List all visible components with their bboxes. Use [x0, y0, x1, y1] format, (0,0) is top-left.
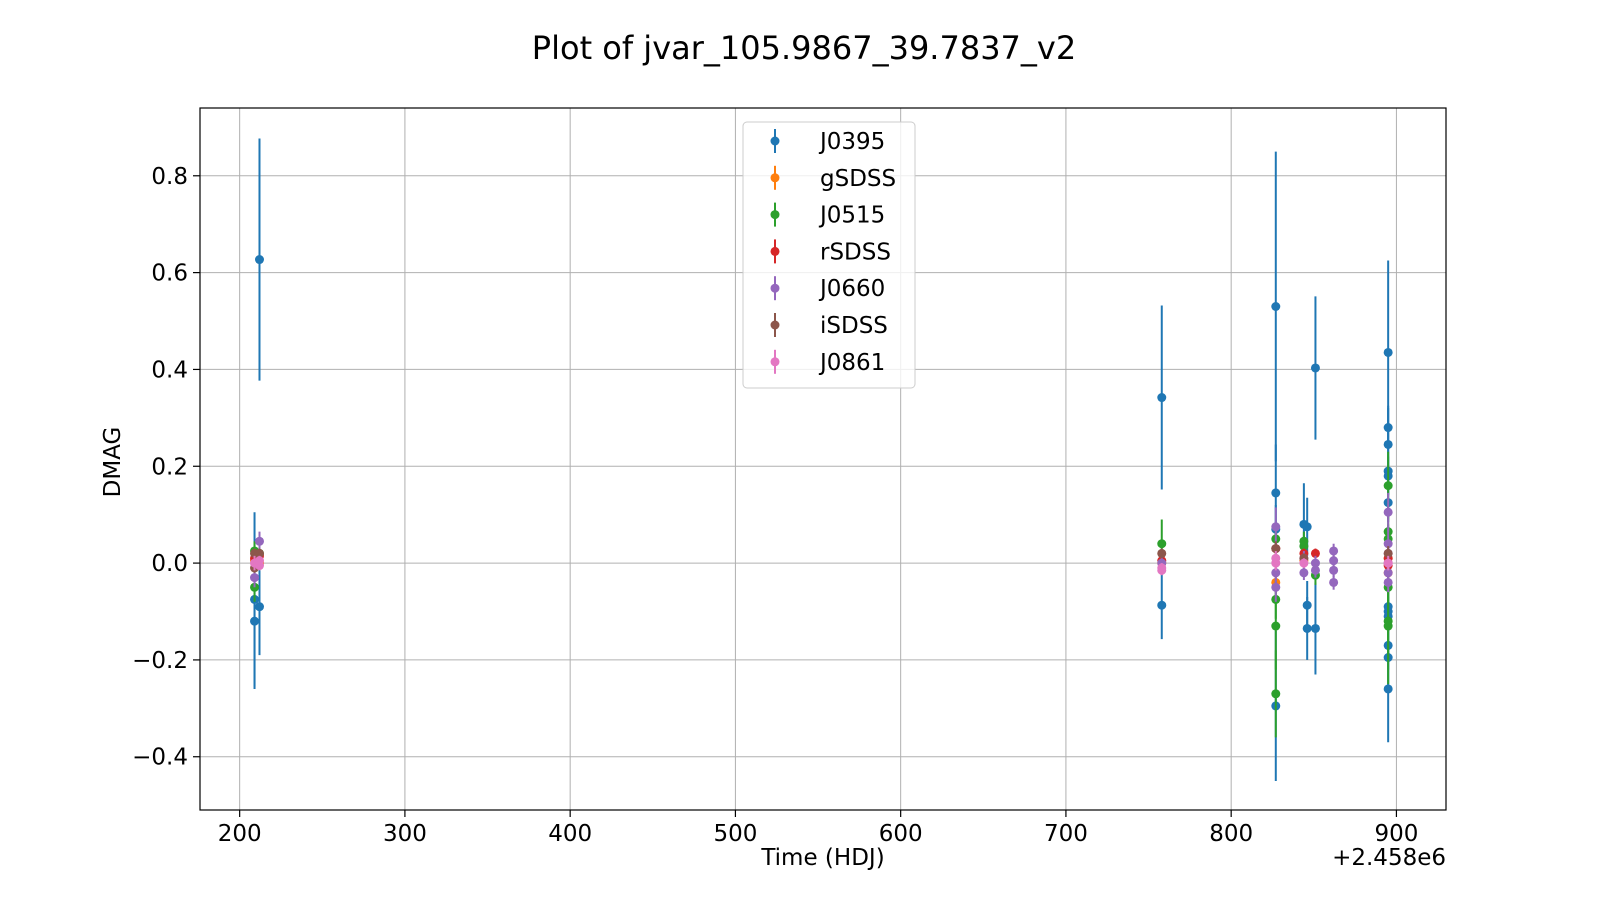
y-axis-label: DMAG [100, 427, 126, 498]
data-point [1157, 600, 1167, 610]
legend-label: iSDSS [820, 313, 888, 339]
x-tick-label: 900 [1374, 821, 1418, 847]
legend-label: J0515 [818, 203, 885, 229]
data-point [1310, 548, 1320, 558]
data-point [254, 556, 264, 566]
legend-item-rsdss: rSDSS [770, 239, 891, 265]
legend-marker [770, 283, 780, 293]
legend-marker [770, 246, 780, 256]
x-tick-label: 400 [548, 821, 592, 847]
x-tick-label: 200 [218, 821, 262, 847]
chart-title: Plot of jvar_105.9867_39.7837_v2 [532, 29, 1076, 67]
legend-item-j0861: J0861 [770, 349, 885, 376]
data-point [1271, 621, 1281, 631]
data-point [1302, 522, 1312, 532]
data-point [1302, 623, 1312, 633]
x-axis-ticks: 200 300 400 500 600 700 800 900 [218, 810, 1418, 847]
data-point [1329, 546, 1339, 556]
data-point [1310, 623, 1320, 633]
x-tick-label: 300 [383, 821, 427, 847]
data-point [1383, 439, 1393, 449]
x-tick-label: 500 [713, 821, 757, 847]
series-j0861 [250, 550, 1393, 576]
legend-marker [770, 357, 780, 367]
data-point [1299, 568, 1309, 578]
data-point [1383, 558, 1393, 568]
legend-item-j0515: J0515 [770, 202, 885, 229]
plot-frame [199, 107, 1447, 811]
data-point [1271, 689, 1281, 699]
data-point [1271, 553, 1281, 563]
data-point [1310, 363, 1320, 373]
data-point [1271, 544, 1281, 554]
data-point [254, 602, 264, 612]
legend-item-isdss: iSDSS [770, 313, 888, 339]
data-point [250, 573, 260, 583]
legend: J0395 gSDSS J0515 rSDSS J0660 iSDSS J0861 [742, 121, 916, 389]
data-point [1157, 539, 1167, 549]
legend-label: J0861 [818, 350, 885, 376]
legend-label: J0660 [818, 276, 885, 302]
data-point [1383, 481, 1393, 491]
legend-marker [770, 210, 780, 220]
legend-item-gsdss: gSDSS [770, 165, 896, 192]
y-tick-label: −0.2 [132, 648, 188, 674]
data-point [1329, 556, 1339, 566]
legend-label: rSDSS [820, 239, 891, 265]
legend-item-j0660: J0660 [770, 276, 885, 302]
y-tick-label: −0.4 [132, 745, 188, 771]
legend-label: J0395 [818, 129, 885, 155]
data-point [1383, 507, 1393, 517]
legend-item-j0395: J0395 [770, 129, 885, 155]
y-tick-label: 0.8 [151, 164, 188, 190]
y-tick-label: 0.0 [151, 551, 188, 577]
x-axis-offset-label: +2.458e6 [1332, 845, 1446, 871]
data-point [1271, 522, 1281, 532]
data-point [1310, 565, 1320, 575]
data-point [1383, 548, 1393, 558]
data-point [1271, 582, 1281, 592]
x-axis-label: Time (HDJ) [760, 845, 884, 871]
y-tick-label: 0.4 [151, 357, 188, 383]
legend-box [742, 121, 916, 389]
data-point [1299, 541, 1309, 551]
data-point [1157, 548, 1167, 558]
legend-marker [770, 173, 780, 183]
x-tick-label: 600 [879, 821, 923, 847]
x-tick-label: 700 [1044, 821, 1088, 847]
data-point [1157, 393, 1167, 403]
data-point [1271, 488, 1281, 498]
x-tick-label: 800 [1209, 821, 1253, 847]
data-point [1271, 301, 1281, 311]
data-point [254, 536, 264, 546]
y-axis-ticks: −0.4 −0.2 0.0 0.2 0.4 0.6 0.8 [132, 164, 200, 771]
data-point [1383, 621, 1393, 631]
data-point [254, 255, 264, 265]
data-point [1299, 558, 1309, 568]
data-point [1383, 684, 1393, 694]
data-point [1383, 347, 1393, 357]
data-point [1157, 565, 1167, 575]
data-point [1329, 577, 1339, 587]
data-point [1383, 577, 1393, 587]
legend-marker [770, 136, 780, 146]
y-tick-label: 0.6 [151, 261, 188, 287]
y-tick-label: 0.2 [151, 454, 188, 480]
plot-series [250, 138, 1393, 781]
data-point [1329, 565, 1339, 575]
legend-label: gSDSS [820, 166, 896, 192]
data-point [254, 548, 264, 558]
legend-marker [770, 320, 780, 330]
